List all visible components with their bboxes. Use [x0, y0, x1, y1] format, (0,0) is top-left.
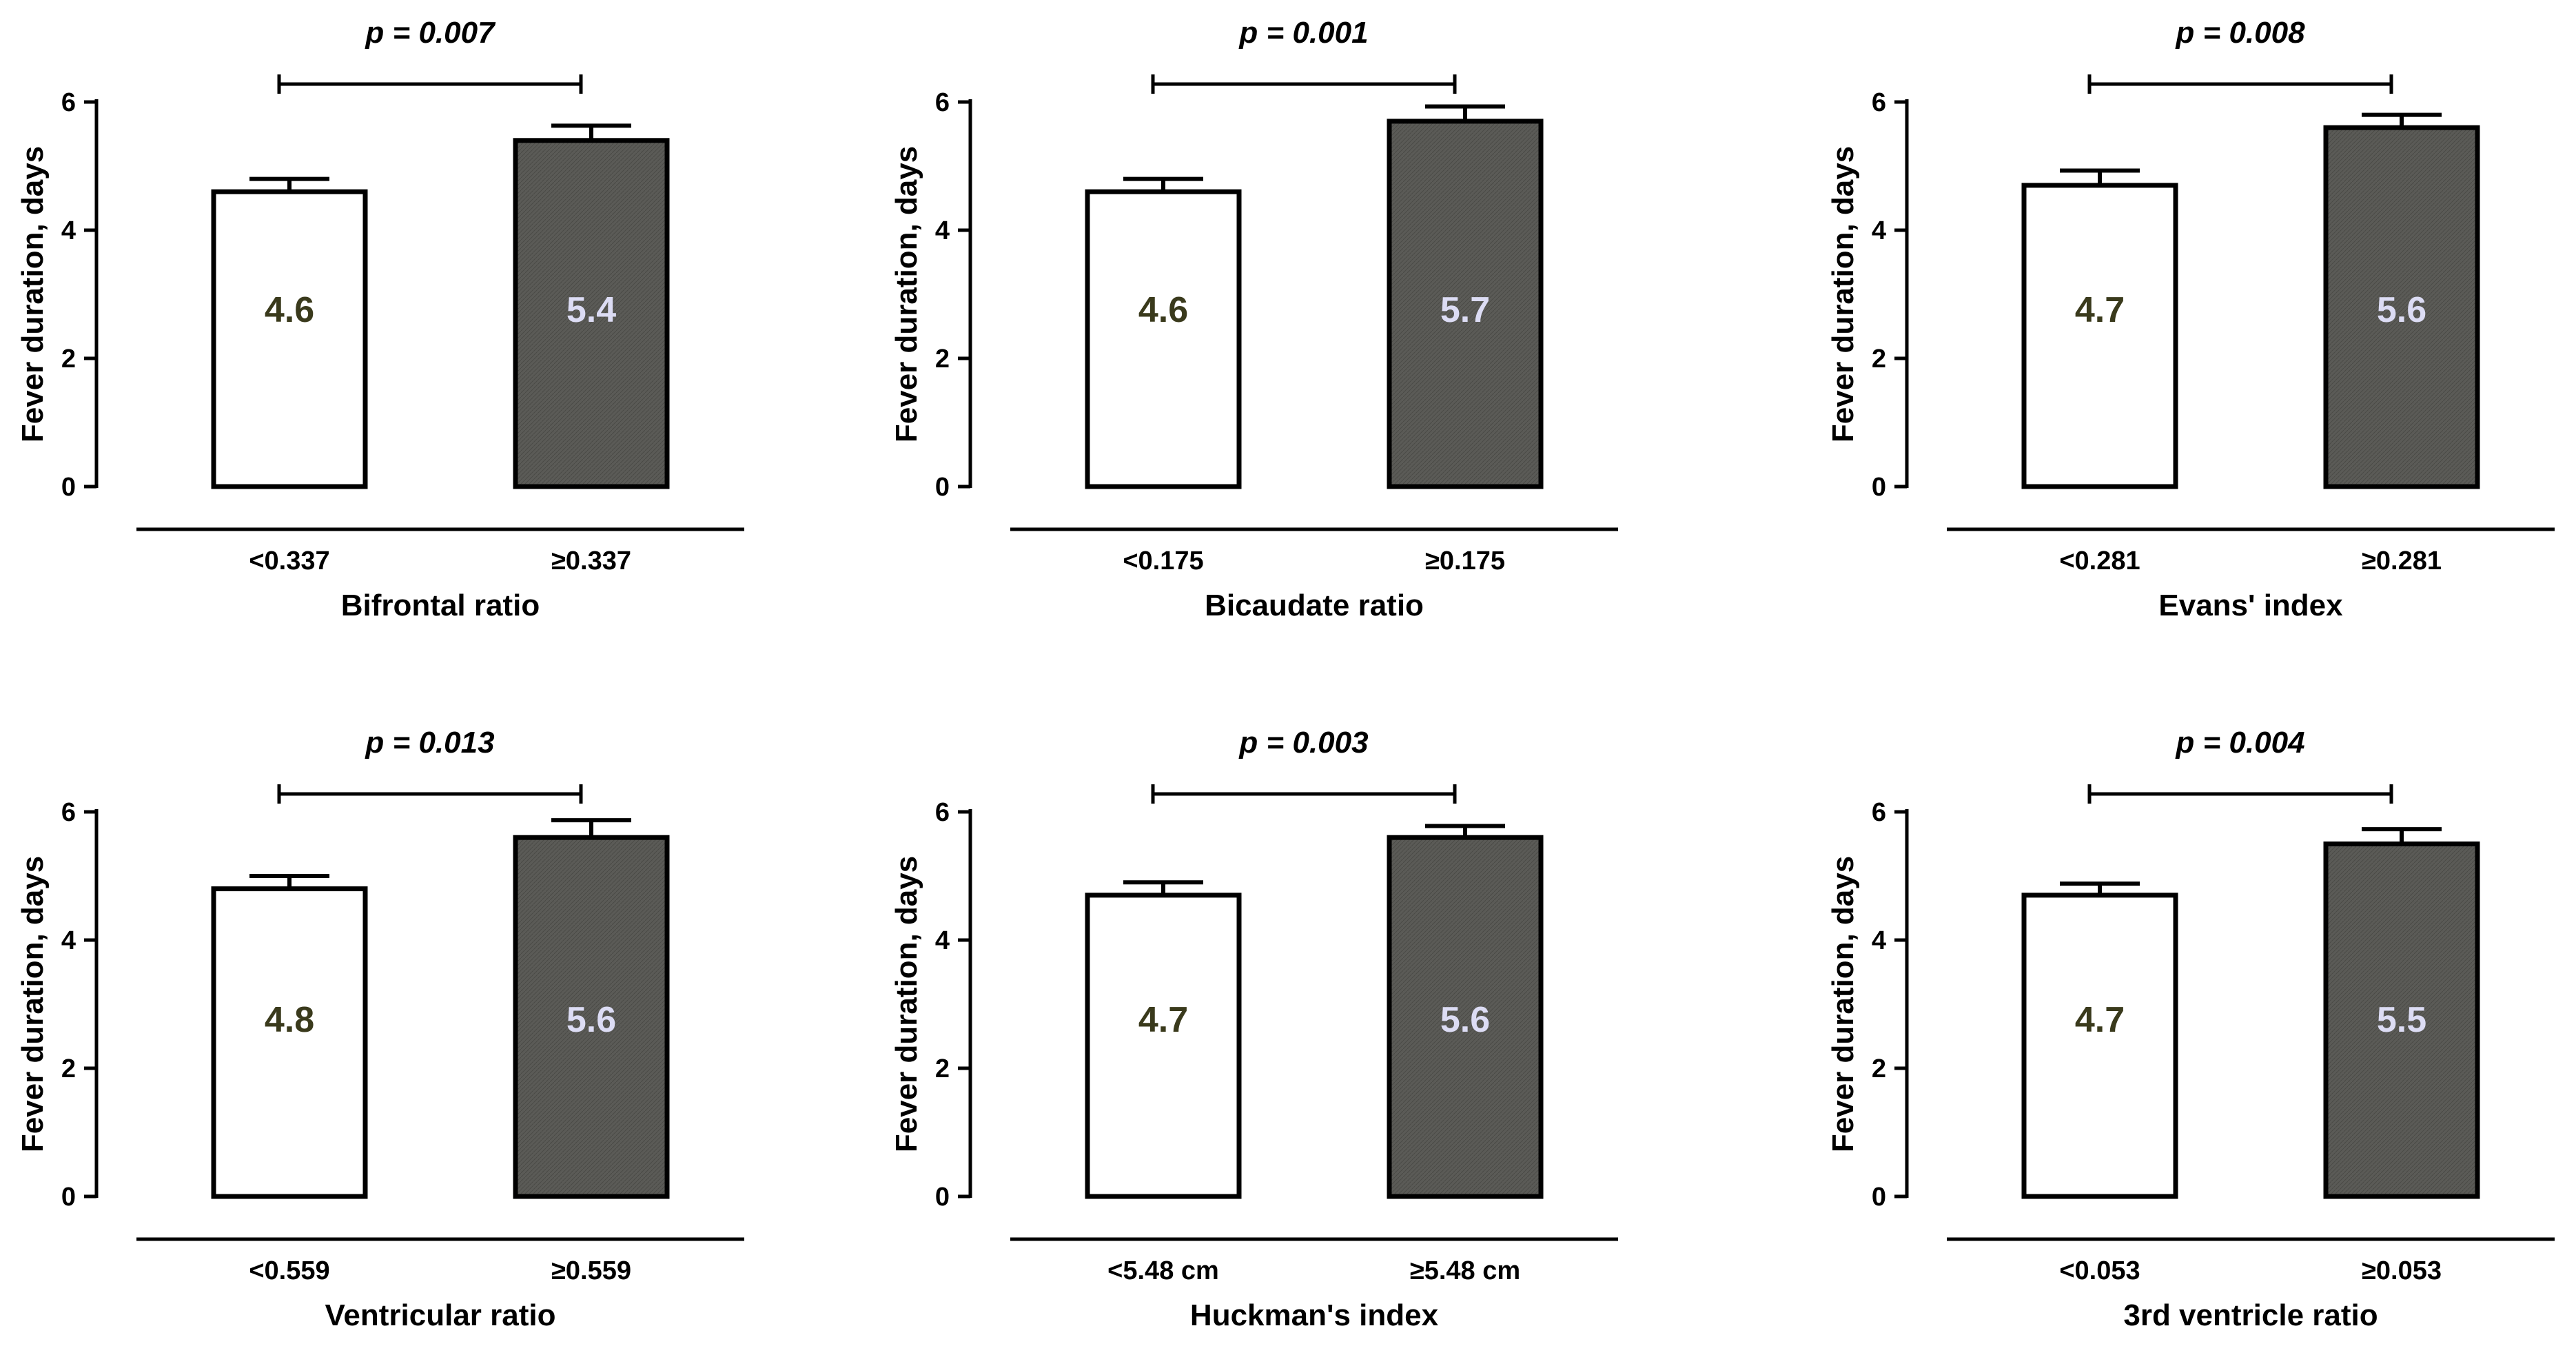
- bar-value-label: 5.5: [2377, 1000, 2426, 1040]
- y-axis-label: Fever duration, days: [16, 856, 50, 1152]
- chart-panel-4: 0 2 4 6 Fever duration, days 4.8 <0.559 5.6 ≥0.5…: [16, 726, 744, 1332]
- bar-low: [1085, 189, 1242, 489]
- x-axis-label: Evans' index: [2158, 589, 2343, 622]
- y-tick-label: 6: [61, 798, 76, 827]
- y-tick-label: 6: [935, 88, 950, 117]
- y-tick-label: 6: [935, 798, 950, 827]
- bar-value-label: 5.6: [566, 1000, 616, 1040]
- y-tick-label: 2: [935, 1054, 950, 1083]
- y-tick-label: 2: [61, 345, 76, 374]
- y-axis-label: Fever duration, days: [1826, 146, 1860, 442]
- significance-bracket: [2087, 784, 2393, 804]
- category-label: <5.48 cm: [1107, 1256, 1219, 1285]
- bar-value-label: 4.6: [265, 290, 314, 330]
- y-tick-label: 6: [61, 88, 76, 117]
- x-axis-label: Bifrontal ratio: [341, 589, 540, 622]
- p-value-label: p = 0.008: [2175, 16, 2305, 50]
- bar-high: [513, 835, 670, 1199]
- chart-panel-1: 0 2 4 6 Fever duration, days 4.6 <0.337 5.4 ≥0.3…: [16, 16, 744, 622]
- x-axis-label: Ventricular ratio: [325, 1298, 555, 1332]
- y-tick-label: 0: [61, 473, 76, 502]
- y-tick-label: 4: [1872, 216, 1886, 245]
- bar-high: [2323, 842, 2480, 1199]
- p-value-label: p = 0.007: [365, 16, 496, 50]
- y-axis-label: Fever duration, days: [16, 146, 50, 442]
- bar-value-label: 4.7: [2075, 290, 2125, 330]
- y-tick-label: 6: [1872, 88, 1886, 117]
- p-value-label: p = 0.013: [365, 726, 494, 759]
- p-value-label: p = 0.001: [1238, 16, 1368, 50]
- y-tick-label: 2: [1872, 345, 1886, 374]
- y-tick-label: 4: [1872, 926, 1886, 955]
- category-label: ≥0.053: [2362, 1256, 2442, 1285]
- y-tick-label: 6: [1872, 798, 1886, 827]
- bar-low: [211, 189, 368, 489]
- significance-bracket: [277, 784, 583, 804]
- y-tick-label: 2: [61, 1054, 76, 1083]
- category-label: <0.281: [2059, 547, 2140, 575]
- bar-high: [513, 138, 670, 489]
- bar-value-label: 5.7: [1440, 290, 1490, 330]
- bar-value-label: 5.6: [2377, 290, 2426, 330]
- bar-value-label: 5.4: [566, 290, 616, 330]
- y-tick-label: 0: [935, 1183, 950, 1212]
- bar-value-label: 4.6: [1138, 290, 1188, 330]
- category-label: <0.175: [1123, 547, 1203, 575]
- bar-high: [2323, 125, 2480, 489]
- bar-value-label: 4.7: [1138, 1000, 1188, 1040]
- chart-panel-5: 0 2 4 6 Fever duration, days 4.7 <5.48 cm 5.6 ≥5…: [890, 726, 1618, 1332]
- significance-bracket: [277, 74, 583, 94]
- bar-value-label: 4.7: [2075, 1000, 2125, 1040]
- category-label: ≥0.175: [1425, 547, 1505, 575]
- bar-value-label: 5.6: [1440, 1000, 1490, 1040]
- x-axis-label: 3rd ventricle ratio: [2123, 1298, 2378, 1332]
- category-label: ≥0.281: [2362, 547, 2442, 575]
- x-axis-label: Bicaudate ratio: [1205, 589, 1424, 622]
- y-tick-label: 4: [61, 216, 76, 245]
- y-tick-label: 4: [61, 926, 76, 955]
- bar-low: [2021, 183, 2178, 489]
- y-axis-label: Fever duration, days: [1826, 856, 1860, 1152]
- y-tick-label: 0: [61, 1183, 76, 1212]
- chart-panel-6: 0 2 4 6 Fever duration, days 4.7 <0.053 5.5 ≥0.0…: [1826, 726, 2555, 1332]
- y-tick-label: 2: [935, 345, 950, 374]
- y-tick-label: 0: [935, 473, 950, 502]
- bar-high: [1387, 119, 1544, 489]
- y-axis-label: Fever duration, days: [890, 146, 923, 442]
- chart-panel-2: 0 2 4 6 Fever duration, days 4.6 <0.175 5.7 ≥0.1…: [890, 16, 1618, 622]
- p-value-label: p = 0.004: [2175, 726, 2304, 759]
- category-label: ≥0.337: [551, 547, 631, 575]
- chart-panel-3: 0 2 4 6 Fever duration, days 4.7 <0.281 5.6 ≥0.2…: [1826, 16, 2555, 622]
- y-tick-label: 4: [935, 926, 950, 955]
- category-label: <0.337: [249, 547, 329, 575]
- p-value-label: p = 0.003: [1238, 726, 1368, 759]
- significance-bracket: [1151, 784, 1457, 804]
- category-label: ≥0.559: [551, 1256, 631, 1285]
- y-tick-label: 0: [1872, 1183, 1886, 1212]
- significance-bracket: [1151, 74, 1457, 94]
- bar-value-label: 4.8: [265, 1000, 314, 1040]
- y-axis-label: Fever duration, days: [890, 856, 923, 1152]
- y-tick-label: 4: [935, 216, 950, 245]
- bar-high: [1387, 835, 1544, 1199]
- x-axis-label: Huckman's index: [1190, 1298, 1439, 1332]
- category-label: ≥5.48 cm: [1410, 1256, 1520, 1285]
- category-label: <0.053: [2059, 1256, 2140, 1285]
- bar-low: [1085, 893, 1242, 1199]
- category-label: <0.559: [249, 1256, 329, 1285]
- bar-low: [2021, 893, 2178, 1199]
- y-tick-label: 2: [1872, 1054, 1886, 1083]
- significance-bracket: [2087, 74, 2393, 94]
- y-tick-label: 0: [1872, 473, 1886, 502]
- bar-low: [211, 886, 368, 1199]
